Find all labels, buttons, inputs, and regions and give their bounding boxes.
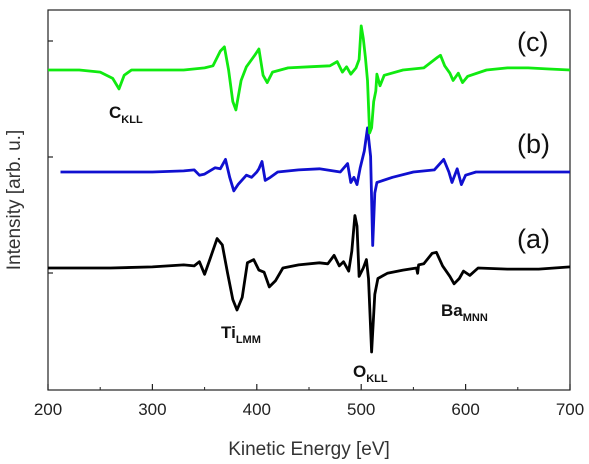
spectrum-curves (48, 24, 571, 354)
annotation-c-kll: CKLL (109, 103, 143, 126)
annotation-c-sub: KLL (121, 114, 143, 126)
annotation-ba-sub: MNN (463, 312, 488, 324)
annotation-ti-sub: LMM (236, 334, 261, 346)
spectrum-line-a (48, 214, 571, 354)
curve-label-c: (c) (517, 27, 548, 57)
annotation-ti-lmm: TiLMM (221, 323, 261, 346)
x-tick-label: 200 (34, 400, 62, 419)
x-tick-label: 300 (138, 400, 166, 419)
y-axis-ticks (48, 40, 53, 274)
x-axis-ticks: 200 300 400 500 600 700 (34, 384, 584, 419)
spectrum-line-c (48, 24, 571, 135)
annotation-o-kll: OKLL (353, 362, 388, 385)
x-tick-label: 600 (451, 400, 479, 419)
annotation-o-sub: KLL (366, 373, 388, 385)
annotation-c-main: C (109, 103, 121, 122)
annotation-ti-main: Ti (221, 323, 236, 342)
annotation-ba-mnn: BaMNN (441, 301, 488, 324)
curve-label-b: (b) (517, 129, 550, 159)
y-axis-title: Intensity [arb. u.] (4, 130, 25, 270)
x-axis-title: Kinetic Energy [eV] (228, 439, 390, 460)
curve-label-a: (a) (517, 224, 550, 254)
x-tick-label: 400 (243, 400, 271, 419)
spectrum-line-b (60, 126, 570, 247)
annotation-ba-main: Ba (441, 301, 463, 320)
x-tick-label: 700 (556, 400, 584, 419)
x-tick-label: 500 (347, 400, 375, 419)
annotation-o-main: O (353, 362, 366, 381)
